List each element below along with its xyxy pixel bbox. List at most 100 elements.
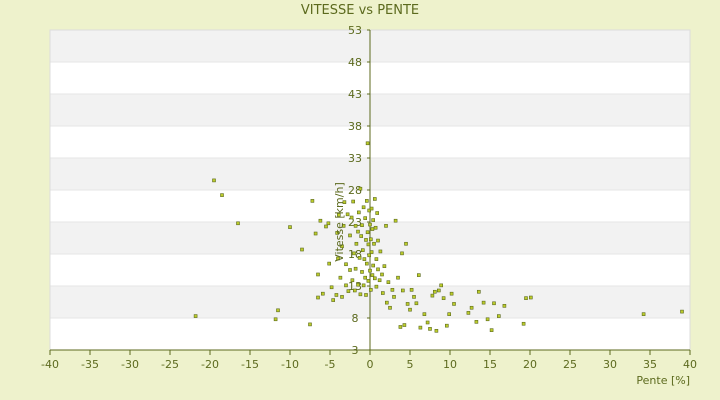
data-point <box>365 141 370 146</box>
data-point <box>382 264 387 268</box>
data-point <box>422 312 427 316</box>
data-point <box>318 218 323 223</box>
data-point <box>641 312 646 316</box>
data-point <box>375 211 380 215</box>
x-tick-label: -40 <box>41 358 59 371</box>
data-point <box>363 275 368 280</box>
data-point <box>388 305 392 310</box>
data-point <box>368 237 373 242</box>
data-point <box>212 178 216 183</box>
x-tick-label: 25 <box>563 358 577 371</box>
data-points <box>193 141 684 333</box>
y-tick-label: 33 <box>348 152 362 165</box>
data-point <box>367 208 372 213</box>
data-point <box>356 229 360 234</box>
data-point <box>441 296 446 300</box>
y-tick-label: 3 <box>352 344 359 357</box>
data-point <box>524 296 528 300</box>
data-point <box>412 295 416 299</box>
data-point <box>372 276 377 281</box>
data-point <box>320 291 325 296</box>
data-point <box>528 295 533 300</box>
data-point <box>392 295 396 299</box>
data-point <box>368 268 372 273</box>
data-point <box>374 257 379 261</box>
data-point <box>313 231 318 236</box>
data-point <box>316 272 320 277</box>
y-tick-label: 28 <box>348 184 362 197</box>
data-point <box>496 314 501 318</box>
data-point <box>354 241 359 246</box>
data-point <box>372 241 376 246</box>
data-point <box>335 231 340 235</box>
data-point <box>373 225 378 230</box>
data-point <box>360 270 364 274</box>
data-point <box>236 221 240 226</box>
y-tick-label: 48 <box>348 56 362 69</box>
x-tick-label: -25 <box>161 358 179 371</box>
data-point <box>376 267 380 272</box>
data-point <box>361 205 366 210</box>
x-tick-label: -35 <box>81 358 99 371</box>
data-point <box>380 291 385 295</box>
data-point <box>400 288 405 293</box>
data-point <box>474 320 479 324</box>
x-tick-label: 30 <box>603 358 617 371</box>
data-point <box>276 308 280 313</box>
data-point <box>348 268 352 272</box>
data-point <box>220 193 224 197</box>
data-point <box>310 199 315 203</box>
data-point <box>384 224 388 228</box>
data-point <box>361 283 366 288</box>
data-point <box>345 212 350 217</box>
chart-title: VITESSE vs PENTE <box>301 3 419 18</box>
data-point <box>364 261 369 266</box>
data-point <box>371 218 376 222</box>
data-point <box>402 323 407 327</box>
data-point <box>447 312 452 316</box>
x-axis-label: Pente [%] <box>636 374 690 387</box>
x-tick-label: -30 <box>121 358 139 371</box>
data-point <box>349 215 354 220</box>
x-tick-label: -10 <box>281 358 299 371</box>
data-point <box>341 224 346 228</box>
data-point <box>370 273 375 277</box>
data-point <box>336 256 340 261</box>
data-point <box>449 291 454 296</box>
data-point <box>434 328 439 333</box>
y-axis-label: Vitesse [km/h] <box>333 182 346 262</box>
data-point <box>680 309 684 314</box>
data-point <box>436 288 441 293</box>
data-point <box>359 234 364 238</box>
x-tick-label: 15 <box>483 358 497 371</box>
data-point <box>352 288 357 293</box>
data-point <box>324 224 328 229</box>
data-point <box>432 289 437 294</box>
data-point <box>364 238 368 242</box>
data-point <box>363 216 368 220</box>
data-point <box>369 250 374 254</box>
data-point <box>336 213 341 217</box>
y-tick-label: 8 <box>352 312 359 325</box>
x-tick-label: 35 <box>643 358 657 371</box>
x-tick-label: 20 <box>523 358 537 371</box>
data-point <box>367 253 372 258</box>
data-point <box>193 314 198 318</box>
data-point <box>439 283 444 288</box>
data-point <box>358 292 363 297</box>
data-point <box>408 307 412 312</box>
data-point <box>404 241 408 246</box>
data-point <box>353 224 358 228</box>
data-point <box>342 200 347 204</box>
data-point <box>348 233 352 238</box>
data-point <box>492 301 496 306</box>
x-tick-label: 10 <box>443 358 457 371</box>
x-tick-label: -15 <box>241 358 259 371</box>
data-point <box>377 278 382 283</box>
x-tick-label: -20 <box>201 358 219 371</box>
x-tick-label: -5 <box>325 358 336 371</box>
data-point <box>356 282 360 287</box>
data-point <box>372 197 377 201</box>
